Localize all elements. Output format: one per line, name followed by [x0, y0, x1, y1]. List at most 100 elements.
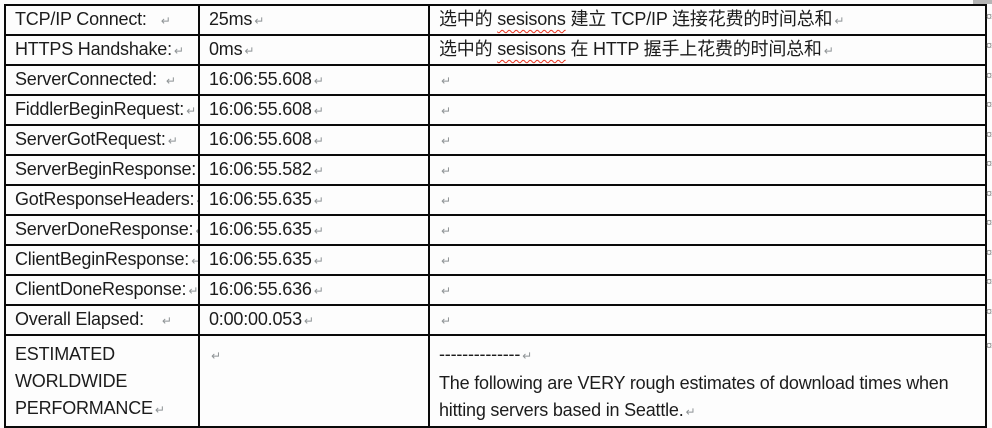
footer-label-line: WORLDWIDE: [15, 371, 128, 391]
end-of-row-mark-icon: ¤: [986, 11, 992, 23]
footer-label-line: ESTIMATED: [15, 344, 115, 364]
timing-label: ServerGotRequest:: [15, 129, 166, 149]
desc-text: 选中的: [439, 9, 498, 29]
end-of-row-mark-icon: ¤: [986, 247, 992, 259]
timing-label: HTTPS Handshake:: [15, 39, 172, 59]
timing-label-cell: ClientBeginResponse:↵: [4, 244, 200, 276]
paragraph-mark-icon: ↵: [441, 314, 452, 328]
paragraph-mark-icon: ↵: [441, 284, 452, 298]
timing-desc-cell: ↵: [428, 184, 987, 216]
paragraph-mark-icon: ↵: [161, 314, 172, 328]
end-of-row-mark-icon: ¤: [986, 306, 992, 318]
timing-desc-cell: ↵: [428, 94, 987, 126]
table-row: ServerDoneResponse:↵ 16:06:55.635↵ ↵: [4, 214, 987, 246]
timing-value-cell: 16:06:55.608 ↵: [198, 64, 430, 96]
table-row: Overall Elapsed: ↵ 0:00:00.053 ↵ ↵: [4, 304, 987, 336]
paragraph-mark-icon: ↵: [167, 134, 178, 148]
timing-desc-cell: 选中的 sesisons 建立 TCP/IP 连接花费的时间总和 ↵: [428, 4, 987, 36]
paragraph-mark-icon: ↵: [254, 14, 265, 28]
end-of-row-mark-icon: ¤: [986, 158, 992, 170]
timing-label: FiddlerBeginRequest:: [15, 99, 185, 119]
timing-value: 16:06:55.582: [209, 159, 312, 179]
desc-text: 建立 TCP/IP 连接花费的时间总和: [565, 9, 833, 29]
timing-desc-cell: ↵: [428, 304, 987, 336]
paragraph-mark-icon: ↵: [188, 284, 199, 298]
table-row: GotResponseHeaders:↵ 16:06:55.635↵ ↵: [4, 184, 987, 216]
timing-desc-cell: ↵: [428, 244, 987, 276]
table-row: ESTIMATED WORLDWIDE PERFORMANCE ↵ ↵ -----…: [4, 334, 987, 428]
paragraph-mark-icon: ↵: [313, 164, 324, 178]
timing-label: ServerDoneResponse:: [15, 219, 194, 239]
paragraph-mark-icon: ↵: [441, 194, 452, 208]
paragraph-mark-icon: ↵: [313, 224, 324, 238]
timing-desc-cell: ↵: [428, 154, 987, 186]
paragraph-mark-icon: ↵: [165, 74, 176, 88]
timing-value-cell: 16:06:55.635 ↵: [198, 244, 430, 276]
footer-note-cell: -------------- ↵ The following are VERY r…: [428, 334, 987, 428]
paragraph-mark-icon: ↵: [313, 194, 324, 208]
timing-label-cell: ServerConnected: ↵: [4, 64, 200, 96]
table-row: ServerConnected: ↵ 16:06:55.608 ↵ ↵: [4, 64, 987, 96]
timing-label: TCP/IP Connect:: [15, 9, 147, 29]
timing-value-cell: 16:06:55.582 ↵: [198, 154, 430, 186]
timing-label-cell: FiddlerBeginRequest: ↵: [4, 94, 200, 126]
paragraph-mark-icon: ↵: [191, 254, 197, 268]
footer-label-line: PERFORMANCE ↵: [15, 398, 165, 418]
paragraph-mark-icon: ↵: [441, 224, 452, 238]
end-of-row-mark-icon: ¤: [986, 129, 992, 141]
timing-desc-cell: ↵: [428, 274, 987, 306]
paragraph-mark-icon: ↵: [186, 104, 197, 118]
footer-note-line: hitting servers based in Seattle. ↵: [439, 400, 696, 420]
table-row: FiddlerBeginRequest: ↵ 16:06:55.608 ↵ ↵: [4, 94, 987, 126]
end-of-row-mark-icon: ¤: [986, 217, 992, 229]
timing-value: 0ms: [209, 39, 243, 59]
timing-desc-cell: ↵: [428, 64, 987, 96]
timing-value-cell: 25ms ↵: [198, 4, 430, 36]
timing-value: 16:06:55.608: [209, 69, 312, 89]
paragraph-mark-icon: ↵: [244, 44, 255, 58]
paragraph-mark-icon: ↵: [313, 254, 324, 268]
end-of-row-mark-icon: ¤: [986, 276, 992, 288]
timing-value-cell: 16:06:55.608 ↵: [198, 124, 430, 156]
timing-label-cell: TCP/IP Connect: ↵: [4, 4, 200, 36]
paragraph-mark-icon: ↵: [522, 349, 533, 363]
timing-value: 16:06:55.635: [209, 219, 312, 239]
timing-label-cell: ClientDoneResponse: ↵: [4, 274, 200, 306]
table-row: ClientDoneResponse: ↵ 16:06:55.636 ↵ ↵: [4, 274, 987, 306]
paragraph-mark-icon: ↵: [313, 74, 324, 88]
misspelled-word: sesisons: [497, 9, 566, 29]
end-of-row-mark-icon: ¤: [986, 70, 992, 82]
misspelled-word: sesisons: [497, 39, 566, 59]
timing-value: 16:06:55.608: [209, 99, 312, 119]
timing-label: ClientDoneResponse:: [15, 279, 187, 299]
timing-label-cell: GotResponseHeaders:↵: [4, 184, 200, 216]
paragraph-mark-icon: ↵: [834, 14, 845, 28]
paragraph-mark-icon: ↵: [441, 134, 452, 148]
paragraph-mark-icon: ↵: [154, 403, 165, 417]
desc-text: 选中的: [439, 39, 498, 59]
timing-label-cell: HTTPS Handshake: ↵: [4, 34, 200, 66]
table-row: TCP/IP Connect: ↵ 25ms ↵ 选中的 sesisons 建立 T…: [4, 4, 987, 36]
end-of-row-mark-icon: ¤: [986, 40, 992, 52]
timing-value-cell: 16:06:55.636 ↵: [198, 274, 430, 306]
paragraph-mark-icon: ↵: [173, 44, 184, 58]
footer-value-cell: ↵: [198, 334, 430, 428]
paragraph-mark-icon: ↵: [441, 104, 452, 118]
timing-desc-cell: ↵: [428, 214, 987, 246]
timing-value: 16:06:55.608: [209, 129, 312, 149]
paragraph-mark-icon: ↵: [313, 284, 324, 298]
timing-desc-cell: 选中的 sesisons 在 HTTP 握手上花费的时间总和 ↵: [428, 34, 987, 66]
timing-value: 16:06:55.636: [209, 279, 312, 299]
timing-label: ServerConnected:: [15, 69, 157, 89]
table-row: ServerBeginResponse:↵ 16:06:55.582↵ ↵: [4, 154, 987, 186]
timing-label: ClientBeginResponse:: [15, 249, 190, 269]
timing-label-cell: ServerGotRequest: ↵: [4, 124, 200, 156]
paragraph-mark-icon: ↵: [195, 224, 197, 238]
timing-value-cell: 16:06:55.635 ↵: [198, 184, 430, 216]
paragraph-mark-icon: ↵: [211, 349, 222, 363]
desc-text: 在 HTTP 握手上花费的时间总和: [565, 39, 822, 59]
timing-label-cell: ServerBeginResponse:↵: [4, 154, 200, 186]
timing-value: 0:00:00.053: [209, 309, 302, 329]
table-row: ClientBeginResponse:↵ 16:06:55.635↵ ↵: [4, 244, 987, 276]
end-of-row-mark-icon: ¤: [986, 188, 992, 200]
